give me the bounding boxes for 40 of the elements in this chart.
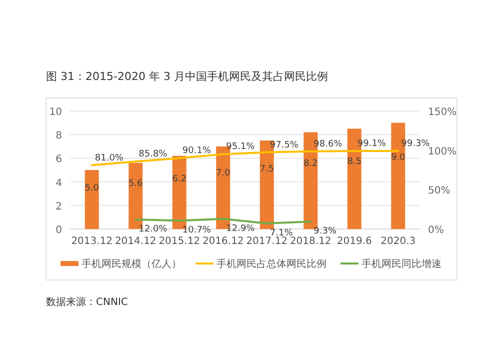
y-tick-label: 8 — [56, 130, 62, 142]
data-label: 8.2 — [303, 159, 318, 170]
x-tick-label: 2014.12 — [114, 236, 156, 247]
y-tick-label: 6 — [56, 154, 62, 166]
data-label: 10.7% — [182, 226, 212, 236]
data-label: 8.5 — [347, 156, 362, 167]
chart-title: 图 31：2015-2020 年 3 月中国手机网民及其占网民比例 — [46, 70, 328, 83]
data-label: 7.0 — [216, 168, 231, 178]
data-label: 95.1% — [226, 142, 256, 152]
data-label: 85.8% — [138, 150, 168, 160]
data-label: 90.1% — [182, 146, 212, 156]
x-tick-label: 2018.12 — [290, 236, 332, 247]
data-label: 5.0 — [84, 184, 100, 194]
x-tick-label: 2015.12 — [158, 236, 200, 247]
data-label: 5.6 — [128, 179, 144, 190]
y2-tick-label: 0% — [428, 225, 444, 236]
data-label: 9.3% — [314, 226, 337, 237]
y-tick-label: 2 — [56, 201, 62, 212]
data-label: 12.0% — [138, 224, 168, 235]
y2-tick-label: 150% — [428, 107, 457, 118]
data-label: 6.2 — [172, 174, 187, 184]
x-tick-label: 2017.12 — [246, 236, 288, 247]
y-tick-label: 10 — [49, 107, 62, 118]
data-label: 12.9% — [226, 224, 256, 234]
legend-label: 手机网民同比增速 — [362, 258, 442, 270]
data-label: 7.5 — [260, 164, 274, 174]
data-label: 9.0 — [390, 152, 406, 163]
y-tick-label: 0 — [56, 225, 62, 236]
legend-label: 手机网民占总体网民比例 — [216, 258, 326, 270]
source-note: 数据来源：CNNIC — [46, 296, 128, 308]
y2-tick-label: 50% — [428, 186, 450, 197]
x-tick-label: 2016.12 — [202, 236, 244, 247]
x-tick-label: 2019.6 — [336, 236, 372, 247]
data-label: 81.0% — [94, 153, 124, 164]
x-tick-label: 2020.3 — [380, 236, 416, 247]
legend-label: 手机网民规模（亿人） — [82, 258, 182, 270]
y-tick-label: 4 — [56, 178, 62, 189]
y2-tick-label: 100% — [428, 146, 457, 158]
x-tick-label: 2013.12 — [71, 236, 113, 247]
bar — [84, 170, 99, 229]
